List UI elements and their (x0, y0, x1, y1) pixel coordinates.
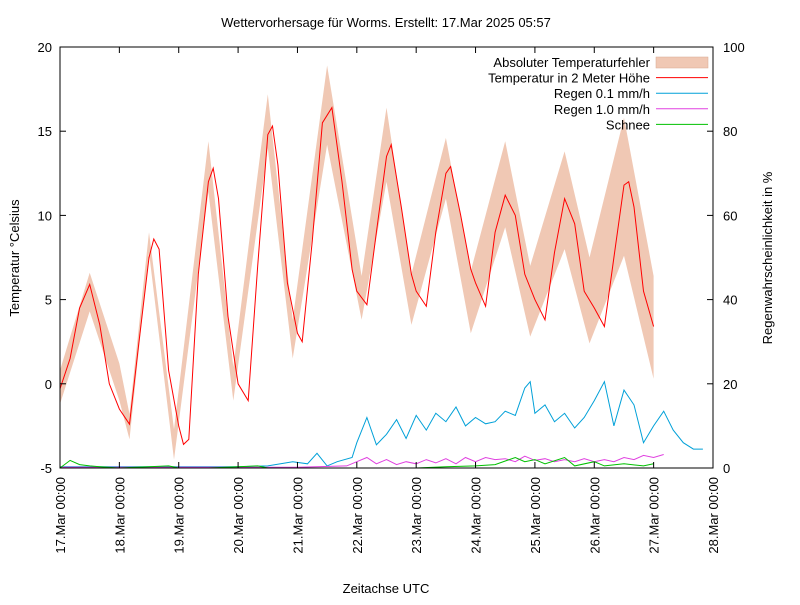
y2-tick-label: 0 (723, 461, 730, 476)
y2-tick-label: 80 (723, 124, 737, 139)
y2-tick-label: 20 (723, 377, 737, 392)
x-tick-label: 25.Mar 00:00 (528, 477, 543, 554)
x-tick-label: 28.Mar 00:00 (706, 477, 721, 554)
y2-tick-label: 100 (723, 40, 745, 55)
legend-label: Regen 1.0 mm/h (554, 102, 650, 117)
y2-axis-label: Regenwahrscheinlichkeit in % (760, 171, 775, 344)
legend-label: Temperatur in 2 Meter Höhe (488, 71, 650, 86)
chart-title: Wettervorhersage für Worms. Erstellt: 17… (221, 15, 551, 30)
x-tick-label: 18.Mar 00:00 (112, 477, 127, 554)
x-tick-label: 19.Mar 00:00 (172, 477, 187, 554)
x-tick-label: 24.Mar 00:00 (469, 477, 484, 554)
y-axis-label: Temperatur °Celsius (7, 199, 22, 317)
y-tick-label: 20 (38, 40, 52, 55)
legend-swatch (655, 56, 709, 69)
x-tick-label: 27.Mar 00:00 (647, 477, 662, 554)
x-tick-label: 23.Mar 00:00 (409, 477, 424, 554)
x-tick-label: 26.Mar 00:00 (587, 477, 602, 554)
y-tick-label: 15 (38, 124, 52, 139)
y2-tick-label: 60 (723, 208, 737, 223)
legend-label: Regen 0.1 mm/h (554, 86, 650, 101)
legend-label: Schnee (606, 117, 650, 132)
series-line-regen-0-1-mm-h (60, 380, 703, 468)
x-axis-label: Zeitachse UTC (343, 581, 430, 596)
y-tick-label: 10 (38, 208, 52, 223)
plot-frame (59, 46, 714, 469)
legend-label: Absoluter Temperaturfehler (493, 55, 650, 70)
x-tick-label: 22.Mar 00:00 (350, 477, 365, 554)
y-tick-label: -5 (40, 461, 52, 476)
x-tick-label: 21.Mar 00:00 (291, 477, 306, 554)
series-line-regen-1-0-mm-h (60, 454, 664, 468)
y-tick-label: 5 (45, 293, 52, 308)
x-tick-label: 17.Mar 00:00 (53, 477, 68, 554)
y-tick-label: 0 (45, 377, 52, 392)
series-line-temperatur-in-2-meter-h-he (59, 106, 655, 446)
x-tick-label: 20.Mar 00:00 (231, 477, 246, 554)
series-temperature-error-band (60, 65, 654, 460)
y2-tick-label: 40 (723, 293, 737, 308)
